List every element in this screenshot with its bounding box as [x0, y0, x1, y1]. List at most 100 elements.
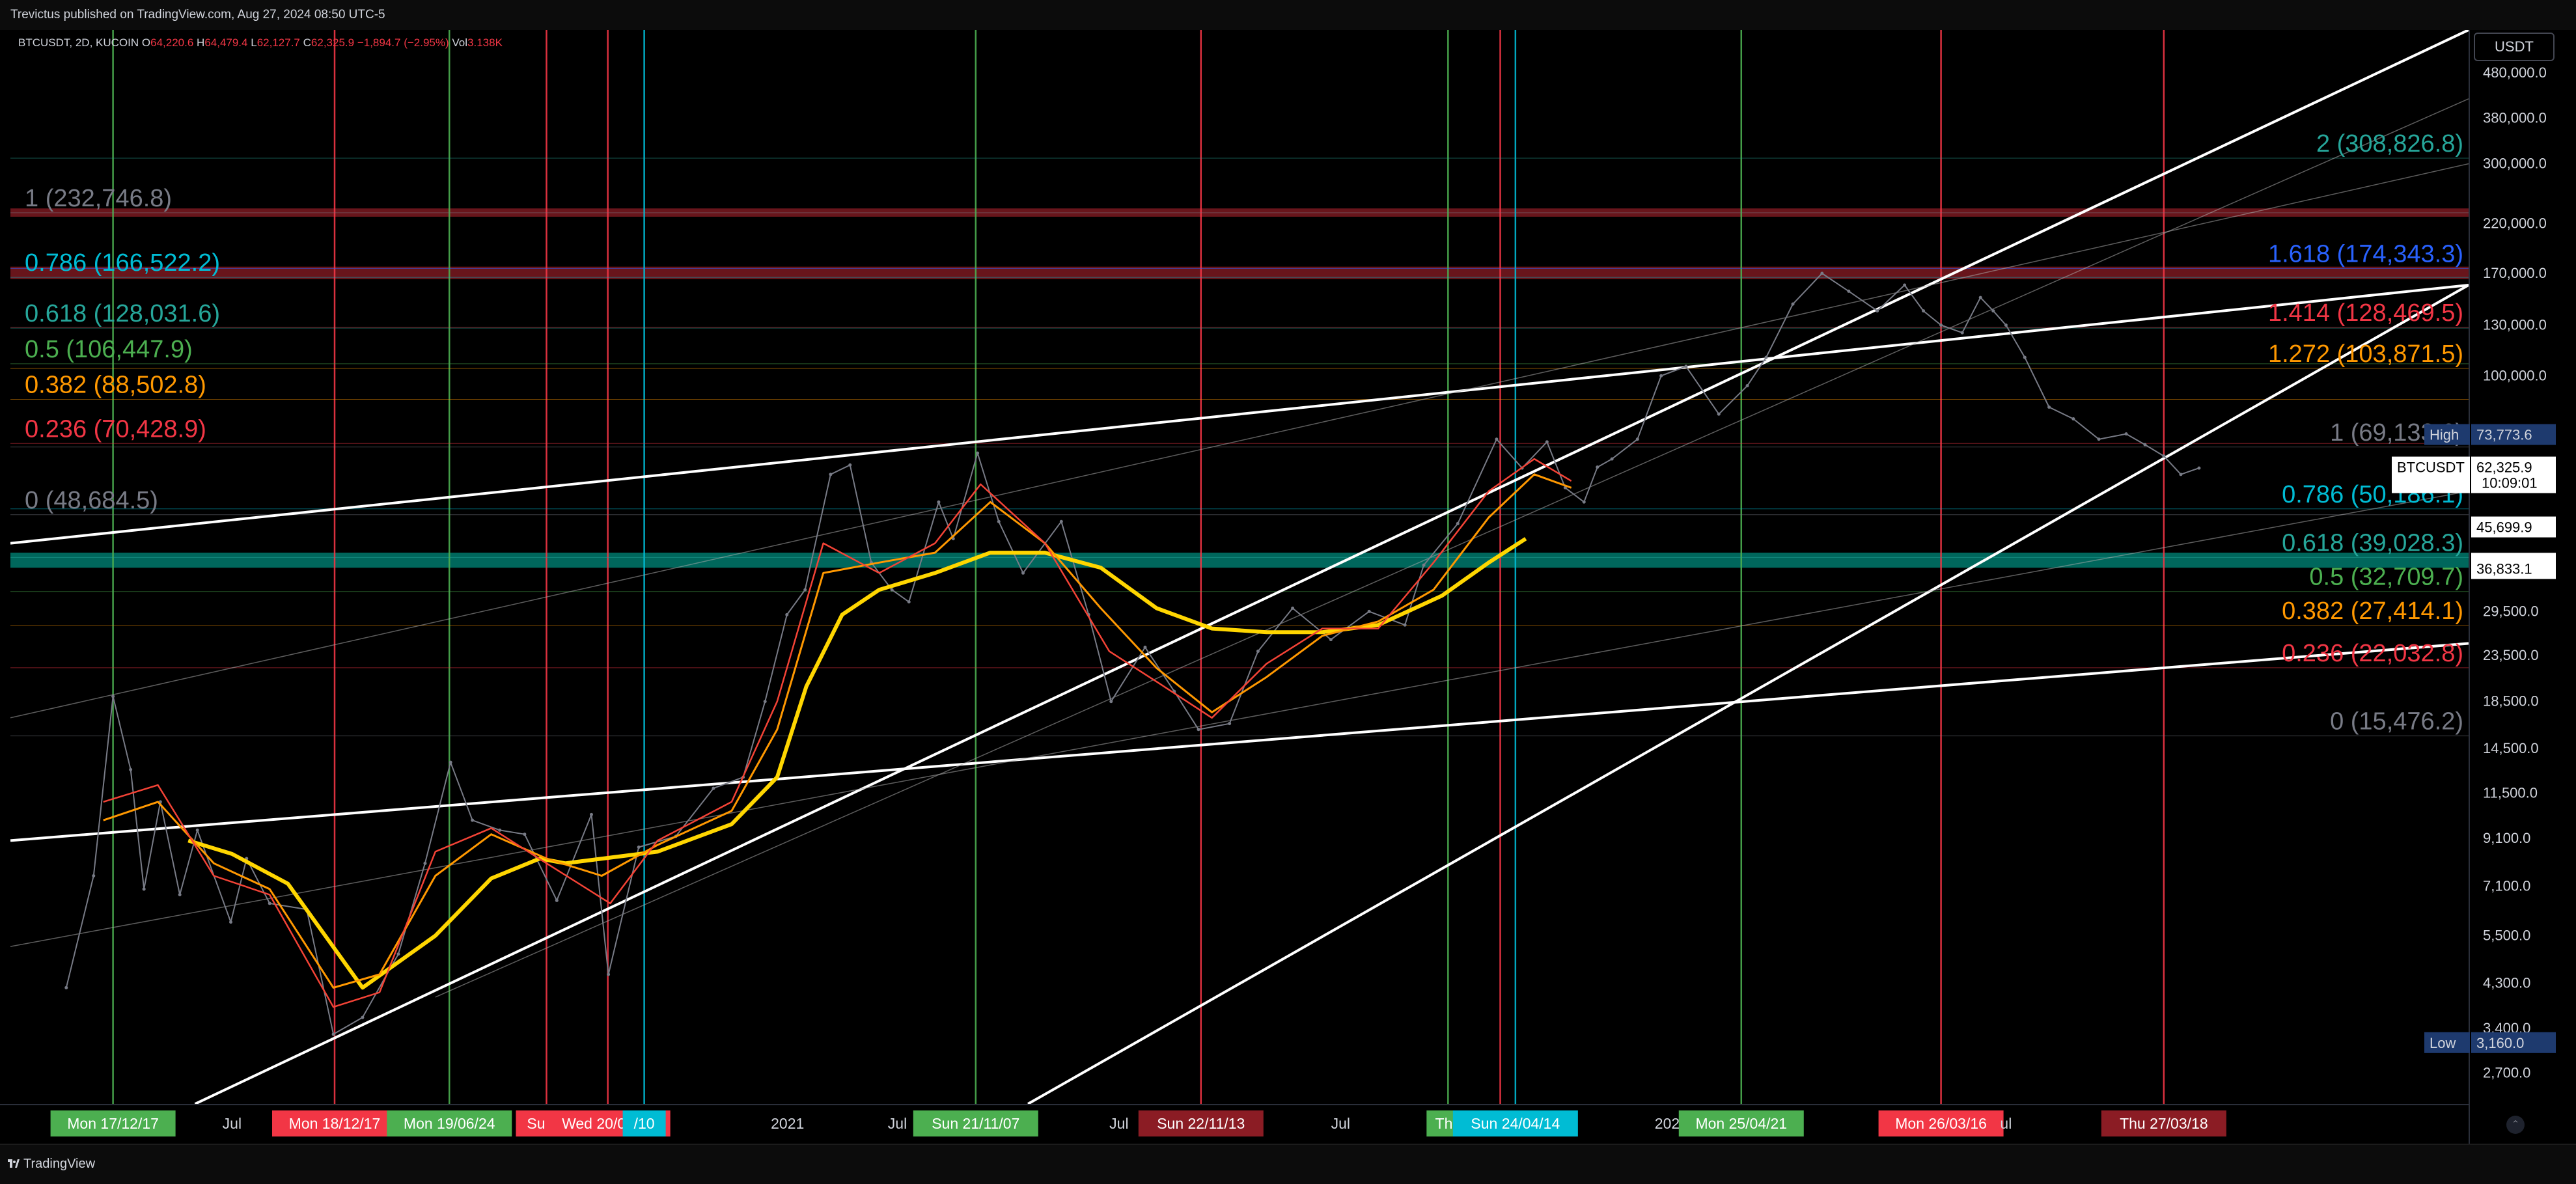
price-point [1456, 521, 1460, 525]
price-point [1329, 638, 1333, 642]
price-point [1563, 486, 1567, 489]
footer-bar: TradingView [0, 1144, 2576, 1184]
symbol-legend[interactable]: BTCUSDT, 2D, KUCOIN O64,220.6 H64,479.4 … [18, 36, 503, 49]
time-tick-label: Jul [223, 1115, 242, 1132]
time-label-box [2101, 1110, 2226, 1136]
price-point [890, 588, 894, 592]
price-tick-label: 480,000.0 [2483, 64, 2547, 81]
price-point [1228, 722, 1232, 726]
fib-right-label: 2 (308,826.8) [2316, 130, 2463, 158]
time-axis-canvas[interactable]: Mon 17/12/17 Jul Mon 18/12/17 Mon 19/06/24 S… [0, 1105, 2469, 1144]
price-point [607, 972, 611, 976]
fib-left-label: 0.382 (88,502.8) [25, 372, 206, 399]
fib-left-label: 1 (232,746.8) [25, 185, 172, 212]
fib-right-label: 0 (15,476.2) [2330, 708, 2463, 736]
trendline-3 [1027, 284, 2469, 1104]
price-point [1495, 437, 1499, 441]
price-point [2124, 432, 2128, 436]
price-point [2179, 473, 2183, 476]
price-point [1367, 609, 1371, 613]
currency-button[interactable]: USDT [2474, 33, 2555, 61]
price-tick-label: 170,000.0 [2483, 265, 2547, 281]
fib-left-label: 0 (48,684.5) [25, 487, 158, 514]
high-value: 64,479.4 [204, 36, 248, 49]
price-label-name: BTCUSDT [2397, 460, 2465, 476]
price-tick-label: 11,500.0 [2483, 785, 2538, 801]
symbol-name[interactable]: BTCUSDT, 2D, KUCOIN [18, 36, 139, 49]
price-point [178, 893, 182, 897]
price-tick-label: 18,500.0 [2483, 693, 2539, 709]
time-tick-label: ul [2000, 1115, 2012, 1132]
price-point [555, 898, 559, 902]
price-point [637, 845, 641, 849]
price-point [111, 695, 115, 698]
chart-area[interactable]: 1 (232,746.8) 0.786 (166,522.2) 0.618 (128… [10, 30, 2469, 1104]
price-point [976, 451, 980, 455]
chart-canvas[interactable]: 1 (232,746.8) 0.786 (166,522.2) 0.618 (128… [10, 30, 2469, 1104]
price-point [64, 985, 68, 989]
price-point [997, 519, 1001, 523]
time-label-box [387, 1110, 512, 1136]
price-point [785, 613, 789, 616]
time-label-box [1678, 1110, 1804, 1136]
zone-band-1 [10, 266, 2469, 279]
trendline-4 [10, 163, 2469, 719]
price-point [1791, 302, 1795, 306]
trendline-0 [10, 283, 2469, 545]
price-point [423, 861, 427, 865]
close-label: C [303, 36, 311, 49]
price-point [1291, 606, 1295, 610]
low-label: L [251, 36, 257, 49]
time-tick-label: Mon 19/06/24 [404, 1115, 495, 1132]
price-point [1422, 563, 1426, 567]
open-label: O [141, 36, 151, 49]
time-label-box [271, 1110, 397, 1136]
price-point [396, 952, 400, 956]
time-tick-label: Jul [1109, 1115, 1128, 1132]
price-point [1717, 412, 1721, 416]
price-point [2197, 466, 2201, 470]
price-point [1256, 650, 1260, 654]
footer-brand: TradingView [23, 1157, 96, 1171]
countdown-label: 10:09:01 [2482, 475, 2538, 491]
time-tick-label: Sun 24/04/14 [1471, 1115, 1560, 1132]
price-axis-canvas[interactable]: 480,000.0 380,000.0 300,000.0 220,000.0 170,… [2392, 30, 2576, 1156]
fib-right-label: 1.414 (128,469.5) [2268, 299, 2463, 327]
price-point [195, 828, 199, 832]
price-point [2023, 355, 2027, 359]
price-label-name: High [2430, 427, 2459, 443]
moving-average-line-3 [103, 458, 1572, 1008]
price-point [803, 588, 807, 592]
time-label-box [1138, 1110, 1264, 1136]
time-tick-label: Mon 25/04/21 [1695, 1115, 1787, 1132]
price-point [1978, 296, 1982, 299]
price-point [229, 920, 233, 924]
price-tick-label: 7,100.0 [2483, 878, 2530, 894]
price-point [2047, 406, 2051, 409]
price-point [1582, 500, 1586, 504]
price-label-value: 36,833.1 [2476, 561, 2532, 577]
price-label-box [2471, 558, 2556, 579]
fib-right-label: 0.236 (22,032.8) [2282, 640, 2463, 667]
price-point [449, 760, 452, 764]
price-axis[interactable]: 480,000.0 380,000.0 300,000.0 220,000.0 170,… [2392, 30, 2576, 1156]
time-axis[interactable]: Mon 17/12/17 Jul Mon 18/12/17 Mon 19/06/24 S… [0, 1104, 2469, 1144]
auto-scale-button[interactable]: ⌃ [2506, 1116, 2525, 1134]
time-tick-label: 202 [1655, 1115, 1680, 1132]
price-point [142, 887, 146, 891]
price-point [268, 902, 271, 905]
time-label-box [1452, 1110, 1578, 1136]
price-point [1991, 309, 1995, 313]
price-point [2004, 324, 2008, 327]
price-point [829, 473, 833, 476]
price-tick-label: 130,000.0 [2483, 317, 2547, 333]
fib-right-label: 0.382 (27,414.1) [2282, 598, 2463, 625]
price-tick-label: 5,500.0 [2483, 927, 2530, 943]
publisher-text: Trevictus published on TradingView.com, … [10, 8, 385, 21]
price-point [2143, 443, 2147, 447]
time-tick-label: Thu 27/03/18 [2120, 1115, 2208, 1132]
fib-right-label: 1.618 (174,343.3) [2268, 241, 2463, 268]
price-label-value: 73,773.6 [2476, 427, 2532, 443]
fib-right-label: 0.618 (39,028.3) [2282, 529, 2463, 557]
price-point [1659, 374, 1663, 378]
